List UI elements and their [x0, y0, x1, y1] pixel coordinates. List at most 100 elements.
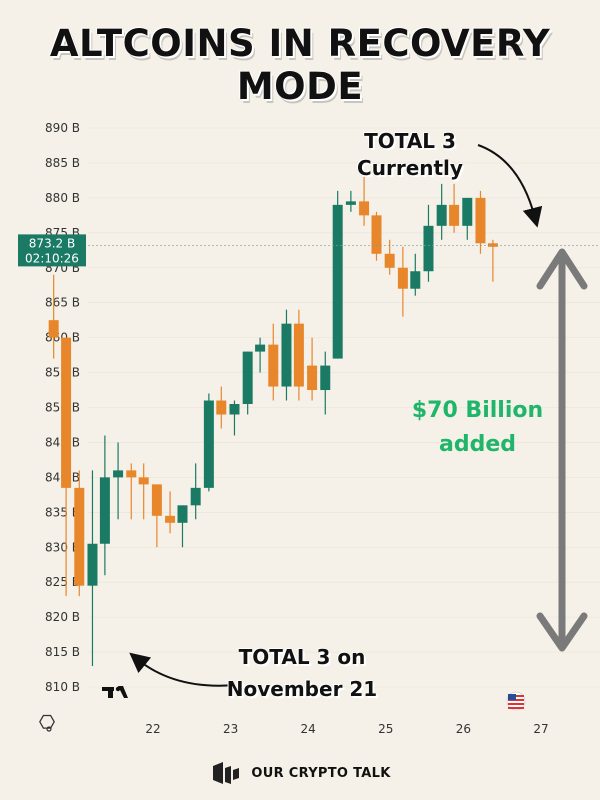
candle-body: [268, 344, 279, 387]
bullish-candle: [177, 505, 188, 548]
candle-body: [320, 365, 331, 391]
bearish-candle: [293, 309, 304, 401]
candle-body: [436, 204, 447, 226]
bearish-candle: [151, 484, 162, 548]
bullish-candle: [436, 183, 447, 240]
bearish-candle: [397, 246, 408, 317]
price-countdown: 02:10:26: [25, 251, 79, 265]
brand-name: OUR CRYPTO TALK: [251, 765, 391, 781]
bearish-candle: [48, 274, 59, 359]
x-tick-label: 24: [301, 722, 316, 736]
settings-hexagon-icon[interactable]: [39, 714, 55, 732]
bearish-candle: [384, 239, 395, 275]
bearish-candle: [126, 463, 137, 520]
current-price-value: 873.2 B: [29, 236, 75, 250]
y-tick-label: 830 B: [45, 540, 80, 554]
brand-logo-icon: [213, 762, 240, 784]
tradingview-logo-icon: [102, 686, 128, 698]
added-annotation-line2: added: [438, 432, 516, 457]
bullish-candle: [99, 435, 110, 576]
bearish-candle: [165, 491, 176, 534]
past-annotation-line1: TOTAL 3 on: [238, 645, 366, 669]
candle-body: [449, 204, 460, 226]
past-annotation-line2: November 21: [226, 677, 378, 701]
range-double-arrow: [536, 248, 588, 652]
bullish-candle: [113, 442, 124, 520]
candle-body: [332, 204, 343, 359]
y-tick-label: 865 B: [45, 296, 80, 310]
candle-body: [229, 404, 240, 415]
candle-body: [242, 351, 253, 405]
y-tick-label: 815 B: [45, 645, 80, 659]
y-tick-label: 890 B: [45, 121, 80, 135]
x-tick-label: 23: [223, 722, 238, 736]
current-annotation: TOTAL 3 Currently: [350, 128, 470, 182]
candle-body: [293, 323, 304, 387]
candle-body: [462, 197, 473, 226]
added-annotation: $70 Billion added: [400, 394, 555, 462]
bearish-candle: [371, 211, 382, 261]
bullish-candle: [242, 351, 253, 415]
bullish-candle: [190, 463, 201, 520]
candle-body: [138, 477, 149, 485]
current-arrow: [477, 144, 543, 228]
added-annotation-line1: $70 Billion: [411, 398, 544, 423]
candle-body: [384, 253, 395, 268]
candle-body: [74, 487, 85, 586]
candle-body: [281, 323, 292, 387]
bearish-candle: [216, 386, 227, 429]
y-tick-label: 810 B: [45, 680, 80, 694]
candle-body: [126, 470, 137, 478]
candle-body: [475, 197, 486, 244]
bearish-candle: [475, 190, 486, 254]
bullish-candle: [410, 253, 421, 296]
bullish-candle: [345, 190, 356, 212]
y-tick-label: 880 B: [45, 191, 80, 205]
y-tick-label: 885 B: [45, 156, 80, 170]
candle-body: [190, 487, 201, 506]
candle-body: [203, 400, 214, 488]
bullish-candle: [423, 204, 434, 282]
candle-body: [307, 365, 318, 391]
x-tick-label: 27: [533, 722, 548, 736]
candle-body: [48, 320, 59, 338]
bearish-candle: [74, 470, 85, 597]
candle-body: [345, 201, 356, 205]
candle-body: [359, 201, 370, 216]
current-price-tag: 873.2 B 02:10:26: [18, 234, 86, 267]
candle-body: [61, 337, 72, 488]
candle-body: [255, 344, 266, 352]
candle-body: [113, 470, 124, 478]
bearish-candle: [61, 337, 72, 597]
brand-footer: OUR CRYPTO TALK: [0, 760, 600, 786]
x-tick-label: 22: [145, 722, 160, 736]
candle-body: [371, 215, 382, 254]
current-annotation-line1: TOTAL 3: [364, 129, 456, 153]
y-tick-label: 825 B: [45, 575, 80, 589]
bearish-candle: [449, 183, 460, 233]
bearish-candle: [359, 176, 370, 226]
bullish-candle: [332, 190, 343, 359]
bullish-candle: [320, 351, 331, 415]
past-arrow: [129, 652, 236, 687]
bullish-candle: [462, 197, 473, 240]
candle-body: [410, 271, 421, 289]
candle-body: [397, 267, 408, 289]
us-flag-icon: [506, 691, 526, 711]
candle-body: [216, 400, 227, 415]
candle-body: [151, 484, 162, 516]
x-tick-label: 26: [456, 722, 471, 736]
past-annotation: TOTAL 3 on November 21: [222, 641, 382, 705]
candle-body: [487, 243, 498, 247]
current-annotation-line2: Currently: [357, 156, 463, 180]
chart-title: ALTCOINS IN RECOVERY MODE: [49, 22, 551, 108]
candle-body: [177, 505, 188, 523]
bearish-candle: [307, 337, 318, 401]
y-tick-label: 835 B: [45, 505, 80, 519]
bullish-candle: [255, 337, 266, 373]
candle-body: [423, 225, 434, 272]
candle-body: [87, 543, 98, 586]
bullish-candle: [87, 470, 98, 667]
bullish-candle: [203, 393, 214, 492]
